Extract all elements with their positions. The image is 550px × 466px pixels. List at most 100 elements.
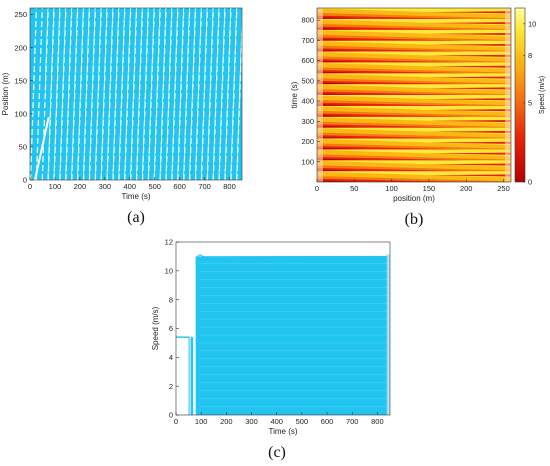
heatmap-band: [317, 37, 467, 41]
trajectory-line: [77, 8, 89, 180]
heatmap-band: [317, 60, 362, 63]
trajectory-line: [136, 8, 148, 180]
heatmap-band: [428, 120, 511, 123]
a-xtick-label: 500: [148, 182, 161, 191]
a-xtick-label: 200: [74, 182, 87, 191]
b-xtick-label: 0: [315, 184, 319, 193]
trajectory-line: [231, 8, 242, 180]
trajectory-line: [154, 8, 166, 180]
b-xtick-label: 100: [385, 184, 398, 193]
trajectory-line: [219, 8, 231, 180]
trajectory-line: [89, 8, 101, 180]
heatmap-band: [317, 49, 362, 52]
a-xtick-label: 600: [173, 182, 186, 191]
a-xtick-label: 100: [49, 182, 62, 191]
a-ytick-label: 250: [14, 10, 27, 19]
panel-a: 0 100 200 300 400 500 600 700 800 0 50 100 150 200 250…: [1, 7, 314, 226]
trajectory-line: [213, 8, 225, 180]
trajectory-gap: [272, 8, 278, 180]
trajectory-gap: [308, 8, 314, 180]
colorbar-label: Speed (m/s): [539, 76, 546, 114]
trajectory-gap: [112, 8, 120, 180]
c-xtick-label: 200: [220, 417, 233, 426]
a-ytick-label: 200: [14, 43, 27, 52]
b-ylabel: time (s): [290, 81, 299, 108]
b-xtick-label: 50: [350, 184, 358, 193]
a-xtick-label: 800: [223, 182, 236, 191]
speed-block: [195, 256, 388, 415]
a-ytick-label: 100: [14, 109, 27, 118]
a-ylabel: Position (m): [1, 72, 10, 115]
c-ylabel: Speed (m/s): [151, 306, 160, 350]
heatmap-band: [317, 169, 362, 172]
b-xtick-label: 200: [460, 184, 473, 193]
trajectory-line: [60, 8, 72, 180]
heatmap-band: [428, 22, 511, 25]
trajectory-line: [183, 8, 195, 180]
heatmap-band: [317, 71, 362, 74]
trajectory-gap: [218, 8, 226, 180]
trajectory-line: [54, 8, 66, 180]
heatmap-band: [317, 0, 511, 8]
trajectory-gap: [65, 8, 73, 180]
heatmap-band: [317, 48, 467, 52]
trajectory-gap: [230, 8, 238, 180]
heatmap-band: [317, 80, 467, 85]
early-trajectory-block: [30, 8, 45, 180]
trajectory-gap: [147, 8, 155, 180]
b-ytick-label: 600: [301, 56, 314, 65]
trajectory-gap: [177, 8, 185, 180]
heatmap-band: [428, 43, 511, 47]
heatmap-band: [317, 38, 362, 41]
trajectory-line: [298, 8, 304, 180]
c-ytick-label: 10: [165, 266, 173, 275]
heatmap-band: [317, 115, 362, 117]
trajectory-line: [189, 8, 201, 180]
c-xtick-label: 100: [195, 417, 208, 426]
transition-drop: [190, 337, 194, 415]
steady-speed-line: [197, 254, 388, 258]
colorbar-tick-label: 8: [528, 51, 532, 60]
trajectory-gap: [47, 8, 55, 180]
trajectory-gap: [302, 8, 308, 180]
trajectory-line: [95, 8, 107, 180]
heatmap-band: [317, 28, 362, 30]
c-xtick-label: 300: [245, 417, 258, 426]
b-ytick-label: 700: [301, 36, 314, 45]
c-ytick-label: 4: [169, 353, 173, 362]
trajectory-gap: [171, 8, 179, 180]
b-ytick-label: 300: [301, 117, 314, 126]
heatmap-band: [317, 167, 467, 172]
c-ytick-label: 0: [169, 411, 173, 420]
colorbar-tick-label: 10: [528, 19, 536, 28]
trajectory-gap: [212, 8, 220, 180]
heatmap-band: [317, 17, 362, 19]
heatmap-band: [428, 65, 511, 68]
b-ytick-label: 200: [301, 137, 314, 146]
heatmap-band: [317, 146, 467, 150]
heatmap-band: [317, 82, 362, 85]
trajectory-gap: [141, 8, 150, 180]
a-xtick-label: 300: [99, 182, 112, 191]
trajectory-line: [275, 8, 281, 180]
panel-c: 0 100 200 300 400 500 600 700 800 0 2 4 6 8 10 12 Time (…: [151, 238, 391, 461]
trajectory-line: [83, 8, 95, 180]
a-frame: [29, 7, 243, 181]
c-xtick-label: 0: [174, 417, 178, 426]
trajectory-line: [101, 8, 113, 180]
colorbar-tick-label: 5: [528, 99, 532, 108]
trajectory-gap: [59, 8, 67, 180]
b-ytick-label: 100: [301, 157, 314, 166]
trajectories-a: [30, 8, 314, 180]
trajectory-gap: [194, 8, 203, 180]
trajectory-line: [236, 31, 242, 180]
heatmap-band: [428, 130, 511, 134]
a-xtick-label: 700: [198, 182, 211, 191]
b-xlabel: position (m): [393, 194, 435, 203]
a-xlabel: Time (s): [121, 192, 150, 201]
b-caption: (b): [405, 211, 424, 228]
heatmap-band: [317, 102, 467, 106]
colorbar: [514, 7, 526, 183]
trajectory-line: [304, 8, 310, 180]
